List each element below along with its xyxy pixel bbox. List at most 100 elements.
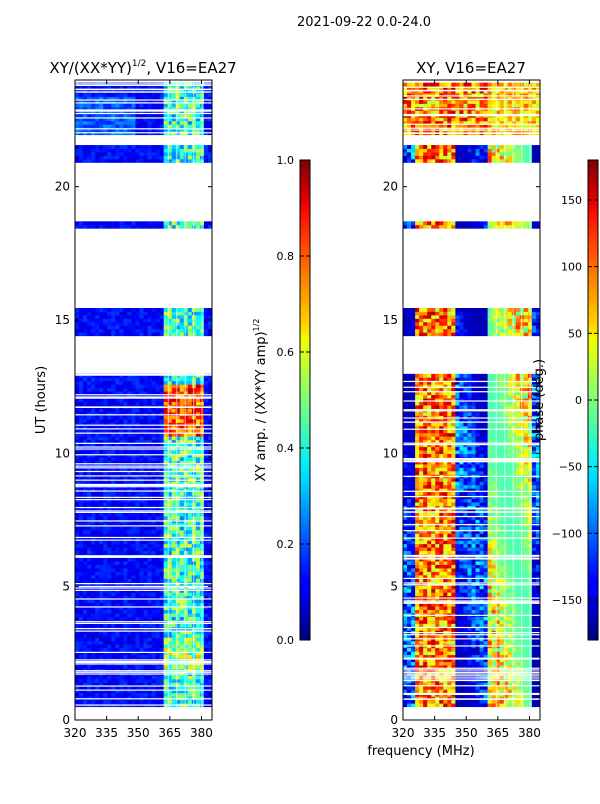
heatmap-cell (135, 571, 139, 575)
heatmap-cell (180, 419, 184, 423)
heatmap-cell (131, 93, 135, 97)
heatmap-cell (144, 318, 148, 322)
heatmap-cell (156, 415, 160, 419)
heatmap-cell (83, 571, 87, 575)
heatmap-cell (180, 544, 184, 548)
heatmap-cell (148, 700, 152, 704)
heatmap-cell (83, 381, 87, 385)
heatmap-cell (184, 409, 188, 413)
heatmap-cell (79, 513, 83, 517)
heatmap-cell (152, 675, 156, 679)
heatmap-cell (139, 381, 143, 385)
heatmap-cell (508, 651, 512, 655)
heatmap-cell (131, 547, 135, 551)
flag-stripe (75, 598, 212, 599)
heatmap-cell (204, 381, 208, 385)
heatmap-cell (119, 415, 123, 419)
heatmap-cell (79, 568, 83, 572)
heatmap-cell (156, 533, 160, 537)
heatmap-cell (204, 457, 208, 461)
heatmap-cell (79, 547, 83, 551)
heatmap-cell (172, 648, 176, 652)
heatmap-cell (204, 665, 208, 669)
heatmap-cell (119, 93, 123, 97)
heatmap-cell (152, 644, 156, 648)
heatmap-cell (119, 325, 123, 329)
heatmap-cell (188, 159, 192, 163)
flag-stripe (75, 99, 212, 100)
heatmap-cell (119, 634, 123, 638)
heatmap-cell (427, 703, 431, 707)
heatmap-cell (443, 689, 447, 693)
heatmap-cell (512, 689, 516, 693)
heatmap-cell (119, 679, 123, 683)
heatmap-cell (115, 599, 119, 603)
heatmap-cell (107, 308, 111, 312)
heatmap-cell (87, 544, 91, 548)
heatmap-cell (103, 526, 107, 530)
heatmap-cell (119, 149, 123, 153)
heatmap-cell (164, 655, 168, 659)
heatmap-cell (407, 648, 411, 652)
heatmap-cell (79, 617, 83, 621)
flag-stripe (75, 512, 212, 513)
heatmap-cell (156, 114, 160, 118)
heatmap-cell (204, 155, 208, 159)
heatmap-cell (472, 703, 476, 707)
flag-stripe (75, 132, 212, 133)
heatmap-cell (127, 159, 131, 163)
heatmap-cell (83, 308, 87, 312)
heatmap-cell (99, 513, 103, 517)
heatmap-cell (144, 578, 148, 582)
heatmap-cell (164, 610, 168, 614)
heatmap-cell (411, 689, 415, 693)
heatmap-cell (411, 686, 415, 690)
heatmap-cell (127, 693, 131, 697)
heatmap-cell (188, 502, 192, 506)
heatmap-cell (196, 623, 200, 627)
heatmap-cell (188, 568, 192, 572)
heatmap-cell (75, 114, 79, 118)
heatmap-cell (123, 603, 127, 607)
heatmap-cell (152, 415, 156, 419)
heatmap-cell (107, 558, 111, 562)
heatmap-cell (164, 329, 168, 333)
heatmap-cell (431, 686, 435, 690)
heatmap-cell (488, 648, 492, 652)
heatmap-cell (87, 315, 91, 319)
heatmap-cell (164, 665, 168, 669)
heatmap-cell (172, 124, 176, 128)
heatmap-cell (144, 644, 148, 648)
heatmap-cell (152, 388, 156, 392)
heatmap-cell (95, 152, 99, 156)
heatmap-cell (180, 159, 184, 163)
flag-stripe (75, 520, 212, 521)
heatmap-cell (144, 121, 148, 125)
heatmap-cell (156, 159, 160, 163)
heatmap-cell (131, 377, 135, 381)
heatmap-cell (103, 124, 107, 128)
heatmap-cell (455, 689, 459, 693)
heatmap-cell (107, 124, 111, 128)
heatmap-cell (127, 651, 131, 655)
figure-title: 2021-09-22 0.0-24.0 (297, 15, 431, 30)
heatmap-cell (115, 152, 119, 156)
heatmap-cell (79, 311, 83, 315)
heatmap-cell (204, 571, 208, 575)
heatmap-cell (431, 662, 435, 666)
heatmap-cell (148, 675, 152, 679)
heatmap-cell (188, 700, 192, 704)
heatmap-cell (95, 568, 99, 572)
heatmap-cell (451, 686, 455, 690)
heatmap-cell (152, 665, 156, 669)
heatmap-cell (188, 617, 192, 621)
heatmap-cell (103, 502, 107, 506)
heatmap-cell (188, 578, 192, 582)
heatmap-cell (107, 634, 111, 638)
heatmap-cell (463, 689, 467, 693)
heatmap-cell (447, 648, 451, 652)
heatmap-cell (524, 689, 528, 693)
heatmap-cell (123, 436, 127, 440)
heatmap-cell (91, 568, 95, 572)
heatmap-cell (127, 415, 131, 419)
